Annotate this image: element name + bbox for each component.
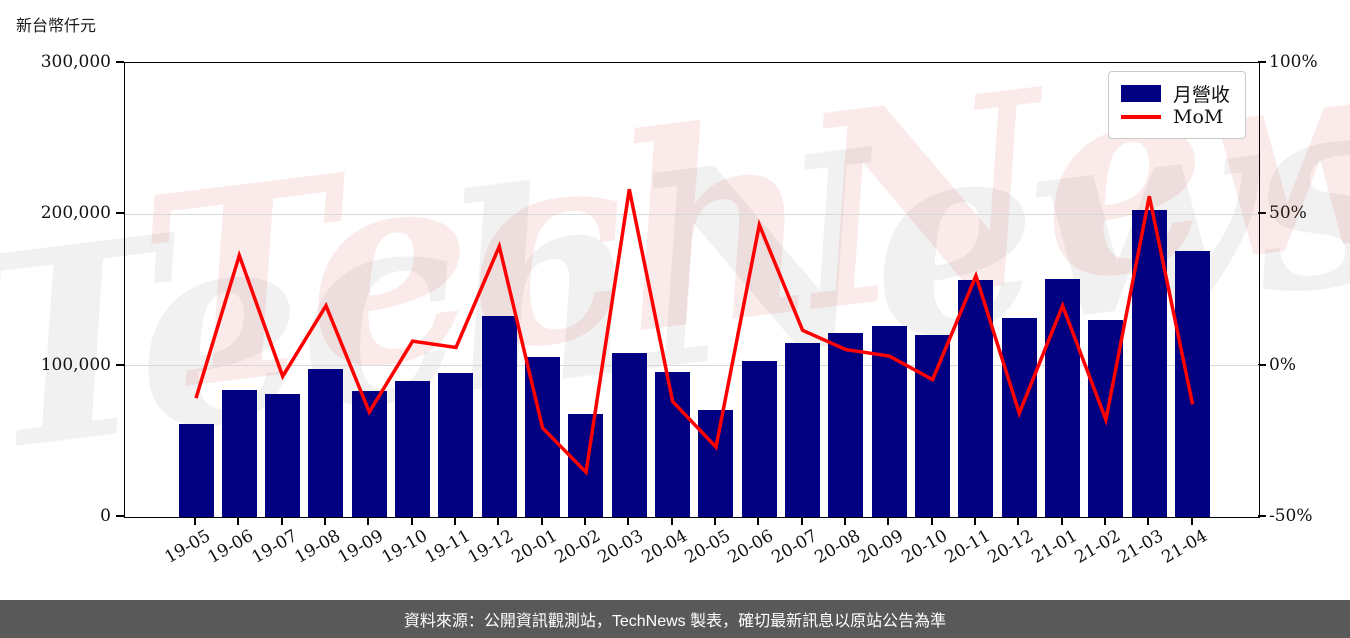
gridline [125, 213, 1259, 215]
x-tickmark-20-08 [843, 518, 846, 525]
revenue-bar-swatch [1121, 84, 1161, 102]
x-tick-label-20-10: 20-10 [898, 526, 951, 568]
revenue-bar-20-11 [958, 280, 994, 517]
x-tickmark-20-12 [1017, 518, 1020, 525]
mom-line-swatch [1121, 115, 1161, 119]
x-tickmark-19-10 [410, 518, 413, 525]
x-tickmark-20-01 [540, 518, 543, 525]
x-tickmark-21-03 [1147, 518, 1150, 525]
x-tickmark-20-05 [713, 518, 716, 525]
y-right-tick-label: 0% [1269, 354, 1296, 375]
x-tick-label-20-12: 20-12 [984, 526, 1038, 568]
revenue-bar-20-05 [698, 410, 734, 517]
x-tick-label-19-07: 19-07 [248, 526, 301, 568]
source-caption: 資料來源：公開資訊觀測站，TechNews 製表，確切最新訊息以原站公告為準 [0, 600, 1350, 638]
x-tick-label-19-11: 19-11 [421, 526, 474, 568]
revenue-bar-20-03 [611, 352, 647, 517]
x-tick-label-20-09: 20-09 [854, 526, 908, 568]
gridline [125, 365, 1259, 367]
x-tickmark-19-12 [497, 518, 500, 525]
x-tickmark-20-06 [757, 518, 760, 525]
revenue-bar-19-08 [308, 369, 344, 517]
source-caption-text: 資料來源：公開資訊觀測站，TechNews 製表，確切最新訊息以原站公告為準 [403, 613, 947, 630]
legend-label-mom: MoM [1173, 106, 1224, 128]
x-tick-label-19-05: 19-05 [161, 526, 214, 568]
mom-line [194, 188, 1195, 476]
y-right-tick-label: 100% [1269, 52, 1318, 72]
y-left-tickmark [116, 61, 124, 63]
y-right-tickmark [1258, 515, 1266, 517]
revenue-bar-20-06 [741, 360, 777, 517]
y-left-tickmark [116, 363, 124, 366]
legend-label-revenue: 月營收 [1173, 83, 1231, 106]
x-tick-label-19-10: 19-10 [378, 526, 431, 568]
revenue-bar-20-08 [828, 332, 864, 517]
x-tickmark-20-04 [670, 518, 673, 525]
x-tick-label-20-01: 20-01 [508, 526, 561, 568]
x-tickmark-19-07 [280, 518, 283, 525]
x-tick-label-20-05: 20-05 [681, 526, 734, 568]
y-left-tick-label: 300,000 [40, 52, 111, 72]
x-tick-label-21-02: 21-02 [1071, 526, 1124, 568]
x-tick-label-21-04: 21-04 [1158, 526, 1211, 568]
x-tick-label-19-06: 19-06 [204, 526, 258, 568]
x-tickmark-19-08 [323, 518, 326, 525]
y-left-tickmark [116, 212, 124, 215]
x-tick-label-20-11: 20-11 [941, 526, 994, 568]
x-tickmark-20-10 [930, 518, 933, 525]
revenue-bar-19-07 [265, 393, 301, 517]
revenue-bar-20-10 [915, 334, 951, 517]
x-tick-label-20-06: 20-06 [724, 526, 778, 568]
x-tick-label-19-12: 19-12 [464, 526, 518, 568]
y-right-tick-label: 50% [1269, 203, 1307, 224]
x-tickmark-19-11 [453, 518, 456, 525]
y-left-tick-label: 100,000 [40, 354, 111, 375]
x-tick-label-19-09: 19-09 [334, 526, 388, 568]
revenue-bar-19-05 [178, 423, 214, 517]
revenue-bar-20-07 [785, 343, 821, 517]
revenue-bar-21-04 [1175, 250, 1211, 517]
x-tickmark-19-06 [237, 518, 240, 525]
x-tickmark-20-07 [800, 518, 803, 525]
x-tickmark-20-02 [583, 518, 586, 525]
y-right-tick-label: -50% [1269, 506, 1313, 526]
revenue-bar-19-06 [221, 389, 257, 517]
x-tick-label-20-02: 20-02 [551, 526, 604, 568]
y-right-tickmark [1258, 363, 1266, 366]
revenue-bar-19-10 [395, 381, 431, 517]
x-tick-label-20-08: 20-08 [811, 526, 864, 568]
x-tickmark-19-05 [194, 518, 196, 525]
x-tick-label-21-01: 21-01 [1028, 526, 1081, 568]
plot-area [124, 62, 1260, 518]
revenue-bar-21-01 [1045, 279, 1081, 517]
revenue-bar-19-11 [438, 372, 474, 517]
y-left-tick-label: 0 [100, 506, 111, 526]
y-axis-unit-label: 新台幣仟元 [16, 16, 97, 35]
x-tickmark-19-09 [367, 518, 370, 525]
x-tickmark-20-03 [627, 518, 630, 525]
x-tick-label-21-03: 21-03 [1114, 526, 1168, 568]
x-tickmark-21-02 [1103, 518, 1106, 525]
x-tickmark-20-09 [887, 518, 890, 525]
x-tick-label-20-07: 20-07 [768, 526, 821, 568]
y-left-tickmark [116, 515, 124, 517]
x-tickmark-20-11 [973, 518, 976, 525]
revenue-bar-19-12 [481, 316, 517, 517]
x-tick-label-20-04: 20-04 [638, 526, 691, 568]
mom-line-chart [194, 188, 1195, 476]
y-right-tickmark [1258, 61, 1266, 63]
legend-item-revenue: 月營收 [1121, 81, 1235, 106]
x-tickmark-21-04 [1190, 518, 1193, 525]
x-tick-label-20-03: 20-03 [594, 526, 648, 568]
legend: 月營收 MoM [1108, 71, 1246, 139]
x-tickmark-21-01 [1060, 518, 1063, 525]
x-tick-label-19-08: 19-08 [291, 526, 344, 568]
y-right-tickmark [1258, 212, 1266, 215]
legend-item-mom: MoM [1121, 105, 1235, 129]
y-left-tick-label: 200,000 [40, 203, 111, 224]
